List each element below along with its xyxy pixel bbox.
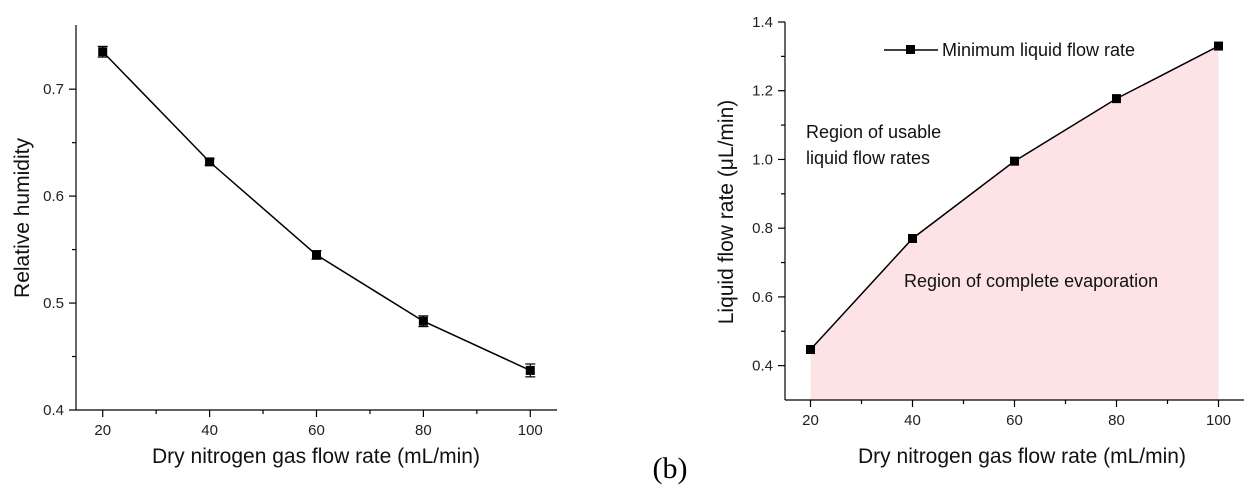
x-tick-label: 80 — [415, 422, 432, 439]
y-tick-label: 0.4 — [43, 402, 64, 419]
x-tick-label: 40 — [201, 422, 218, 439]
chart1-series — [97, 45, 536, 378]
data-point — [205, 157, 215, 167]
data-point — [525, 365, 535, 375]
series-line — [102, 51, 531, 372]
chart2-legend: Minimum liquid flow rate — [884, 40, 1135, 60]
y-tick-label: 0.8 — [752, 220, 773, 237]
chart2-x-axis-title: Dry nitrogen gas flow rate (mL/min) — [858, 445, 1186, 468]
data-point — [1112, 94, 1121, 104]
chart2-ticks: 20 40 60 80 100 0.4 0.6 0.8 1.0 1.2 1.4 — [752, 14, 1231, 429]
data-point — [908, 233, 917, 243]
annotation-evaporation-region: Region of complete evaporation — [904, 271, 1158, 291]
chart-relative-humidity: 20 40 60 80 100 0.4 0.5 0.6 0.7 Dry nitrogen gas… — [11, 25, 557, 468]
y-tick-label: 1.4 — [752, 14, 773, 31]
data-point — [98, 47, 108, 57]
x-tick-label: 60 — [1006, 412, 1023, 429]
annotation-usable-region-line1: Region of usable — [806, 122, 941, 142]
legend-marker — [906, 45, 915, 54]
y-tick-label: 0.4 — [752, 358, 773, 375]
chart2-series — [806, 41, 1223, 354]
x-tick-label: 40 — [904, 412, 921, 429]
data-point — [312, 250, 321, 260]
x-tick-label: 100 — [518, 422, 543, 439]
x-tick-label: 60 — [308, 422, 325, 439]
y-tick-label: 0.6 — [752, 289, 773, 306]
y-tick-label: 0.5 — [43, 295, 64, 312]
data-point — [1010, 156, 1019, 166]
chart1-ticks: 20 40 60 80 100 0.4 0.5 0.6 0.7 — [43, 81, 543, 439]
data-point — [418, 316, 428, 326]
chart1-x-axis-title: Dry nitrogen gas flow rate (mL/min) — [152, 445, 480, 468]
y-tick-label: 0.6 — [43, 188, 64, 205]
chart2-y-axis-title: Liquid flow rate (μL/min) — [715, 100, 738, 325]
data-point — [806, 344, 815, 354]
x-tick-label: 20 — [802, 412, 819, 429]
y-tick-label: 1.2 — [752, 83, 773, 100]
data-point — [1214, 41, 1223, 51]
x-tick-label: 80 — [1108, 412, 1125, 429]
x-tick-label: 100 — [1206, 412, 1231, 429]
panel-label: (b) — [653, 452, 688, 485]
chart-liquid-flow-rate: 20 40 60 80 100 0.4 0.6 0.8 1.0 1.2 1.4 Region of … — [715, 14, 1244, 468]
annotation-usable-region-line2: liquid flow rates — [806, 148, 930, 168]
chart1-y-axis-title: Relative humidity — [11, 138, 34, 298]
y-tick-label: 0.7 — [43, 81, 64, 98]
y-tick-label: 1.0 — [752, 151, 773, 168]
chart2-evaporation-region — [810, 46, 1219, 401]
legend-label: Minimum liquid flow rate — [942, 40, 1135, 60]
x-tick-label: 20 — [94, 422, 111, 439]
